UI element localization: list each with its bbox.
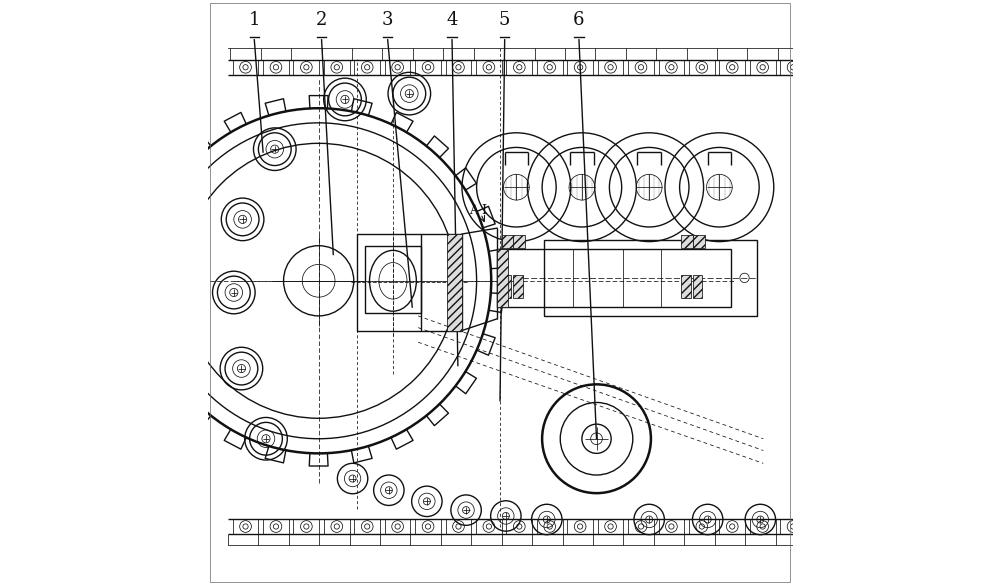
Bar [628,519,654,534]
Bar [780,60,806,75]
Bar [293,60,319,75]
Bar [385,519,410,534]
Bar [450,309,455,316]
Bar [450,256,455,263]
Bar [354,60,380,75]
Bar [506,519,532,534]
Bar [502,275,511,298]
Bar [780,519,806,534]
Bar [415,60,441,75]
Bar [567,60,593,75]
Bar [693,235,705,248]
Bar [719,519,745,534]
Bar [750,519,776,534]
Text: 6: 6 [573,11,585,29]
Bar [659,60,684,75]
Bar [567,519,593,534]
Bar [324,519,350,534]
Text: 2: 2 [316,11,327,29]
Bar [446,60,471,75]
Bar [293,519,319,534]
Bar [233,60,258,75]
Bar [415,519,441,534]
Bar [598,519,623,534]
Text: 3: 3 [382,11,393,29]
Bar [497,249,508,307]
Bar [689,60,715,75]
Bar [476,60,502,75]
Bar [354,519,380,534]
Text: 5: 5 [499,11,510,29]
Bar [544,240,757,316]
Bar [476,519,502,534]
Bar [263,519,289,534]
Bar [719,60,745,75]
Bar [506,60,532,75]
Bar [447,234,462,331]
Bar [357,234,462,331]
Text: 4: 4 [446,11,458,29]
Bar [628,60,654,75]
Bar [324,60,350,75]
Text: A I: A I [469,204,487,217]
Bar [497,249,731,307]
Bar [598,60,623,75]
Bar [385,60,410,75]
Bar [513,235,525,248]
Bar [681,275,691,298]
Bar [537,519,563,534]
Bar [450,274,455,281]
Bar [446,519,471,534]
Bar [502,235,513,248]
Text: 1: 1 [249,11,260,29]
Bar [689,519,715,534]
Bar [750,60,776,75]
Bar [659,519,684,534]
Bar [365,246,421,313]
Bar [263,60,289,75]
Bar [513,275,523,298]
Bar [450,291,455,298]
Bar [233,519,258,534]
Bar [681,235,693,248]
Bar [537,60,563,75]
Bar [693,275,702,298]
